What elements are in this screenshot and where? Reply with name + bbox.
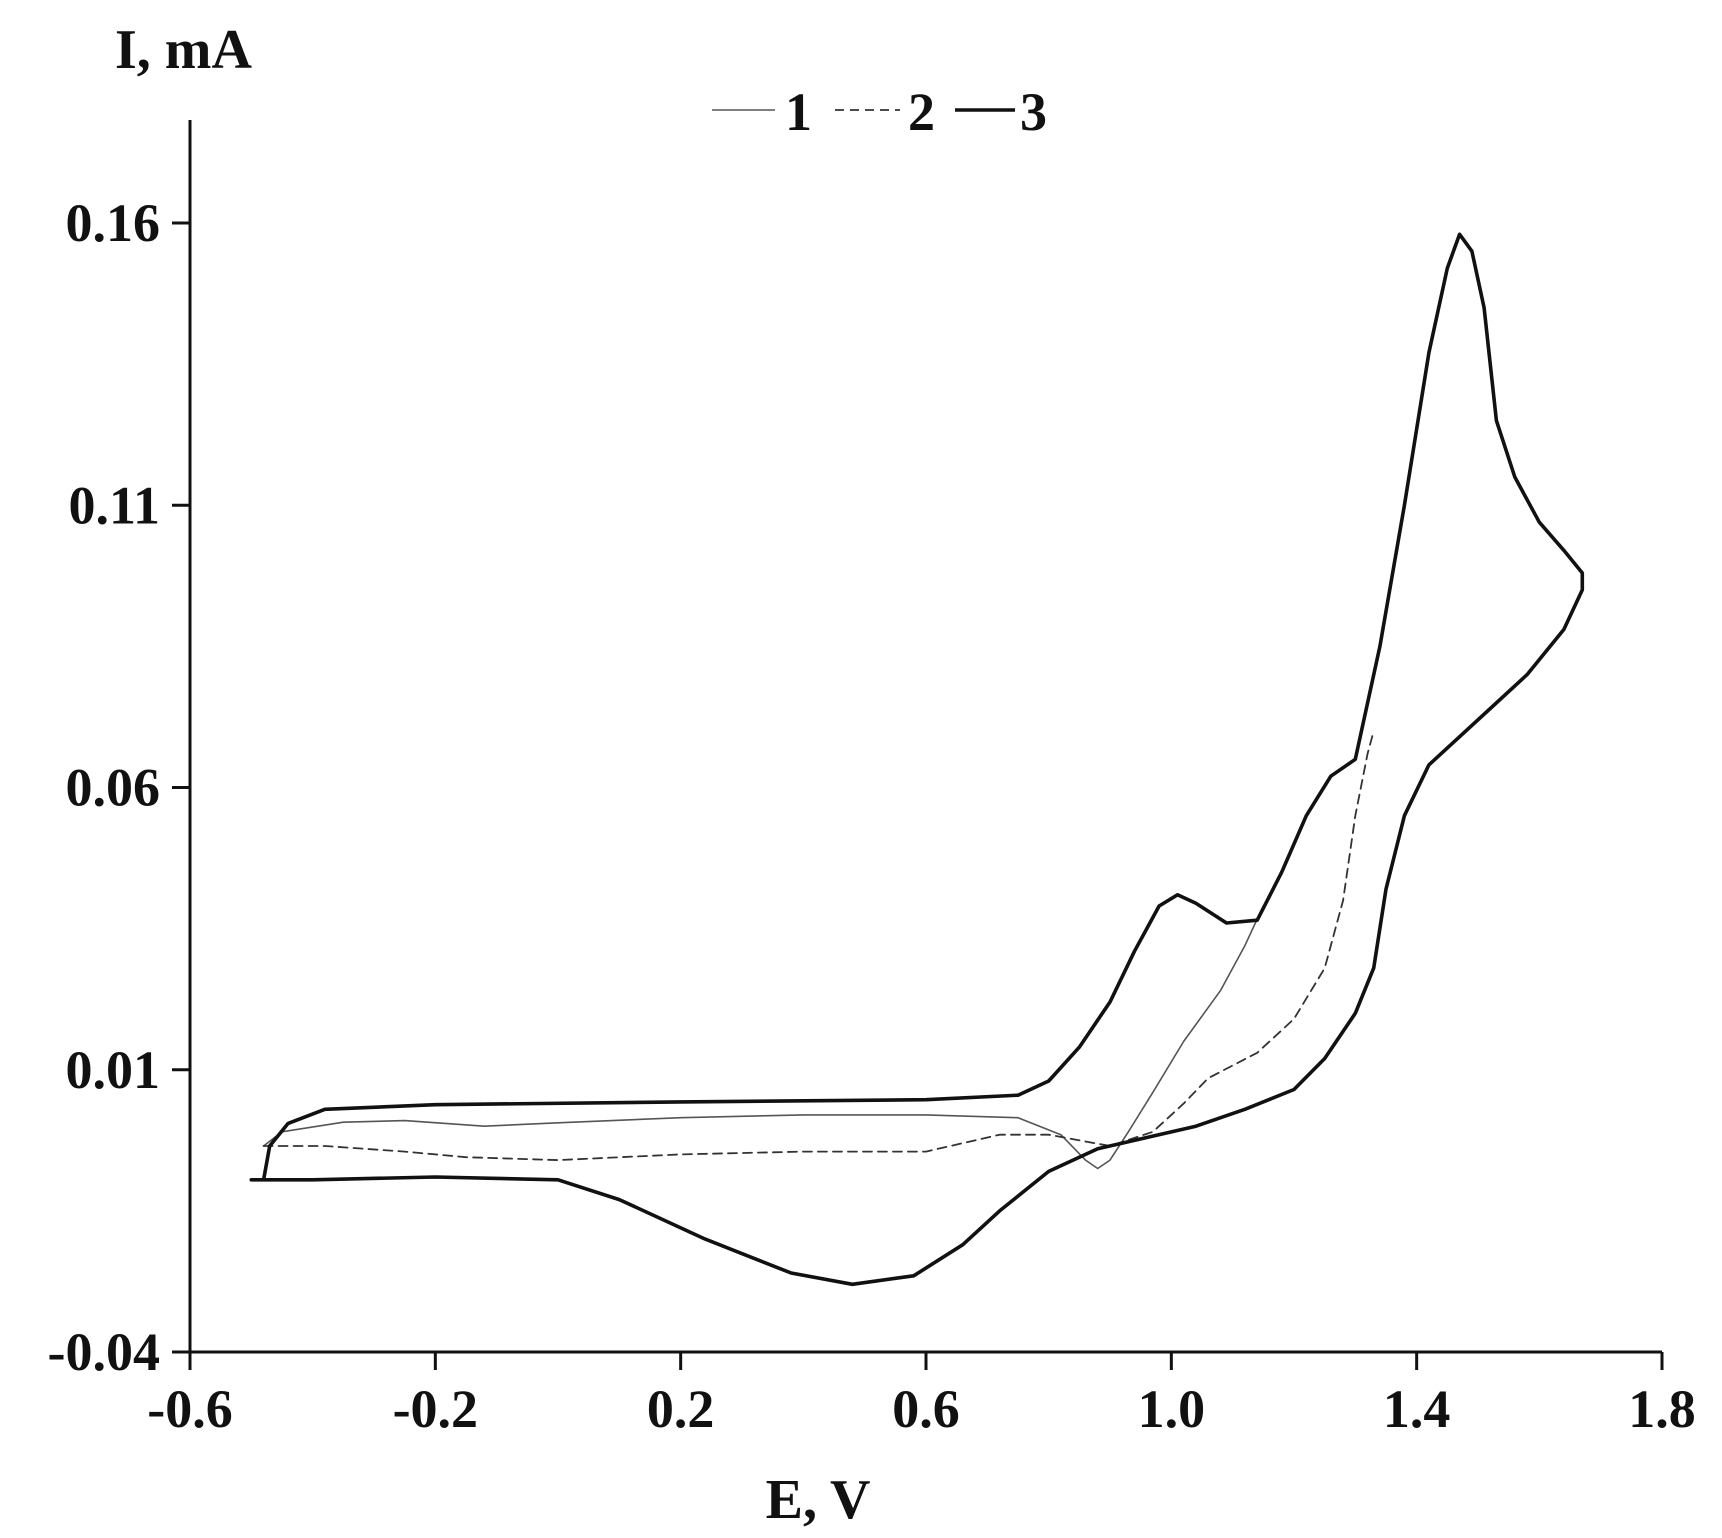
legend-label-3: 3 — [1020, 82, 1047, 142]
y-tick-label: 0.06 — [66, 758, 161, 818]
legend: 1 2 3 — [712, 82, 1047, 142]
x-axis-title: E, V — [766, 1469, 871, 1531]
y-tick-label: 0.16 — [66, 193, 161, 253]
x-tick-label: 1.8 — [1628, 1379, 1696, 1439]
x-tick-label: 1.0 — [1138, 1379, 1206, 1439]
y-ticks: -0.04 0.01 0.06 0.11 0.16 — [48, 193, 190, 1382]
y-tick-label: 0.01 — [66, 1040, 161, 1100]
y-tick-label: -0.04 — [48, 1322, 160, 1382]
x-tick-label: 0.6 — [892, 1379, 960, 1439]
axes — [188, 120, 1662, 1354]
x-tick-label: 0.2 — [647, 1379, 715, 1439]
x-ticks: -0.6 -0.2 0.2 0.6 1.0 1.4 1.8 — [147, 1352, 1696, 1439]
series-layer — [249, 232, 1585, 1287]
series-2-line — [262, 730, 1375, 1161]
y-tick-label: 0.11 — [68, 475, 160, 535]
x-tick-label: 1.4 — [1383, 1379, 1451, 1439]
series-3-line — [249, 232, 1585, 1287]
x-tick-label: -0.2 — [393, 1379, 478, 1439]
legend-label-1: 1 — [785, 82, 812, 142]
y-axis-title: I, mA — [115, 19, 252, 81]
legend-label-2: 2 — [908, 82, 935, 142]
x-tick-label: -0.6 — [147, 1379, 232, 1439]
series-1-line — [262, 905, 1265, 1170]
